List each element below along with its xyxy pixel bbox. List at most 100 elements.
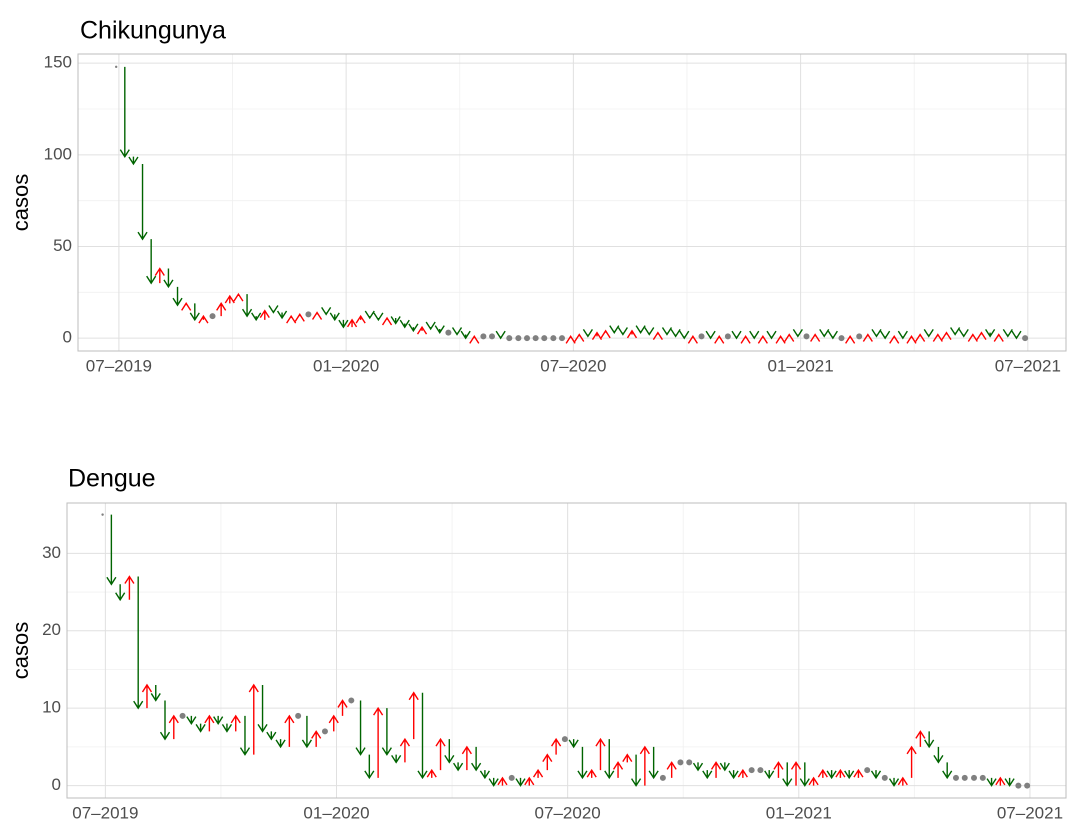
up-arrow (551, 737, 562, 755)
no-change-point (757, 767, 764, 774)
down-arrow (986, 777, 997, 787)
y-tick-label: 100 (44, 144, 72, 163)
no-change-point (856, 333, 863, 340)
down-arrow (390, 316, 401, 325)
down-arrow (119, 66, 130, 158)
down-arrow (172, 286, 183, 307)
up-arrow (710, 761, 722, 778)
down-arrow (923, 328, 934, 338)
no-change-point (295, 712, 302, 719)
down-arrow (870, 770, 882, 780)
up-arrow (941, 331, 952, 341)
down-arrow (488, 777, 499, 787)
down-arrow (471, 746, 482, 772)
up-arrow (224, 294, 235, 304)
down-arrow (364, 310, 375, 320)
panel: Dengue casos 0 10 20 30 07–2019 01–2020 07–2020 0… (8, 465, 1067, 822)
up-arrow (574, 333, 585, 342)
down-arrow (692, 762, 704, 772)
down-arrow (630, 754, 642, 787)
no-change-point (508, 774, 515, 781)
down-arrow (1002, 328, 1013, 338)
down-arrow (241, 294, 253, 318)
down-arrow (329, 312, 340, 322)
no-change-point (1015, 782, 1022, 789)
up-arrow (381, 316, 393, 326)
down-arrow (844, 770, 855, 780)
down-arrow (364, 754, 375, 780)
up-arrow (666, 761, 677, 778)
down-arrow (942, 762, 953, 780)
up-arrow (497, 776, 508, 786)
down-arrow (897, 330, 908, 340)
no-change-point (979, 774, 986, 781)
down-arrow (268, 305, 279, 314)
down-arrow (425, 321, 436, 331)
down-arrow (515, 777, 526, 787)
no-change-point (532, 335, 539, 342)
up-arrow (124, 575, 135, 600)
up-arrow (976, 331, 987, 341)
down-arrow (266, 731, 277, 741)
down-arrow (444, 739, 455, 764)
down-arrow (782, 762, 793, 787)
down-arrow (702, 770, 713, 780)
x-tick-label: 07–2019 (86, 356, 152, 375)
down-arrow (451, 327, 463, 336)
up-arrow (862, 333, 873, 342)
up-arrow (198, 314, 209, 324)
down-arrow (417, 692, 428, 780)
up-arrow (915, 333, 926, 342)
no-change-point (971, 774, 978, 781)
down-arrow (1011, 330, 1022, 340)
y-tick-label: 0 (52, 775, 61, 794)
y-tick-label: 150 (44, 53, 72, 72)
up-arrow (181, 302, 192, 311)
up-arrow (757, 335, 768, 344)
up-arrow (626, 329, 638, 339)
down-arrow (275, 739, 286, 749)
no-change-point (445, 329, 452, 336)
down-arrow (924, 731, 935, 749)
up-arrow (586, 768, 597, 778)
down-arrow (731, 330, 742, 340)
no-change-point (550, 335, 557, 342)
down-arrow (338, 319, 349, 329)
up-arrow (889, 335, 900, 344)
up-arrow (784, 333, 795, 342)
up-arrow (906, 745, 917, 778)
up-arrow (622, 753, 633, 763)
up-arrow (532, 768, 544, 778)
up-arrow (294, 313, 305, 322)
up-arrow (591, 331, 603, 341)
no-change-point (348, 697, 355, 704)
up-arrow (435, 737, 446, 771)
no-change-point (524, 335, 531, 342)
down-arrow (827, 330, 838, 340)
down-arrow (276, 310, 288, 320)
down-arrow (239, 715, 251, 756)
no-change-point (864, 767, 871, 774)
up-arrow (399, 737, 411, 763)
up-arrow (817, 768, 828, 778)
up-arrow (810, 333, 821, 342)
down-arrow (381, 708, 392, 756)
down-arrow (137, 164, 148, 241)
no-change-point (952, 774, 959, 781)
no-change-point (724, 333, 731, 340)
up-arrow (915, 730, 926, 747)
up-arrow (524, 776, 535, 786)
up-arrow (967, 333, 978, 342)
down-arrow (871, 328, 882, 338)
plot-border (77, 53, 1067, 352)
x-tick-label: 07–2019 (72, 803, 138, 822)
down-arrow (408, 323, 419, 333)
down-arrow (950, 327, 961, 336)
down-arrow (635, 325, 646, 334)
down-arrow (355, 700, 366, 756)
up-arrow (286, 314, 297, 324)
no-change-point (559, 335, 566, 342)
down-arrow (577, 746, 588, 780)
up-arrow (775, 335, 786, 344)
down-arrow (648, 746, 659, 780)
